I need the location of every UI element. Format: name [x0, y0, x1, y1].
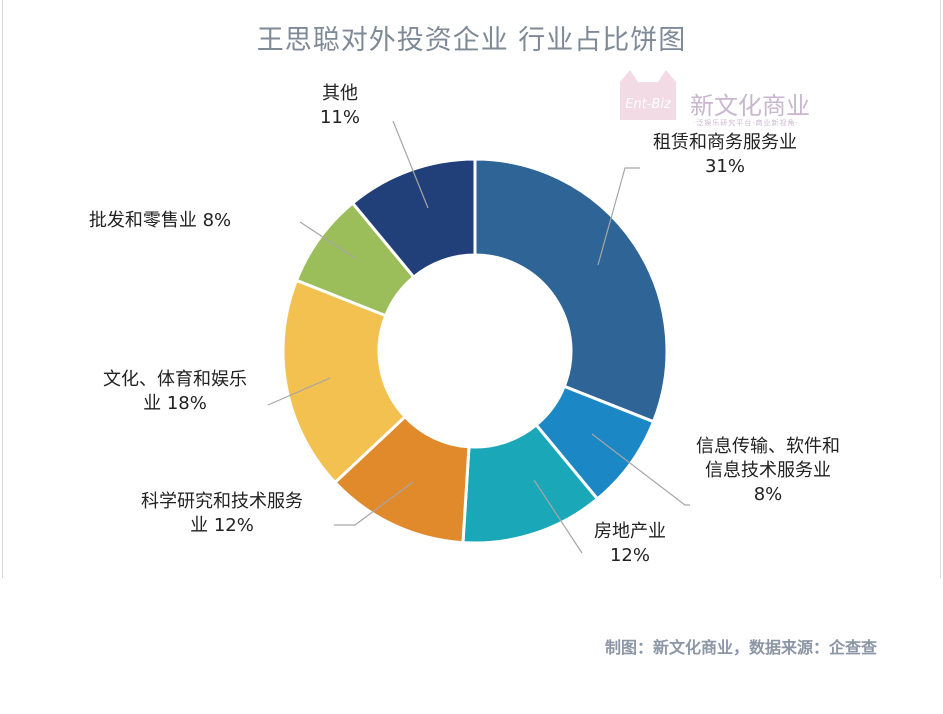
pie-slice — [350, 157, 477, 280]
leader-line — [267, 377, 331, 406]
data-label: 文化、体育和娱乐业 18% — [103, 369, 247, 414]
data-label: 科学研究和技术服务业 12% — [141, 491, 303, 536]
watermark-tagline: ·泛娱乐研究平台·商业新视角· — [693, 119, 799, 127]
watermark-logo: Ent-Biz — [620, 70, 676, 120]
leader-line — [299, 221, 356, 259]
data-label: 其他 11% — [320, 83, 360, 128]
data-label: 信息传输、软件和信息技术服务业 8% — [696, 436, 840, 505]
leader-line — [533, 479, 583, 554]
data-label: 租赁和商务服务业 31% — [653, 132, 797, 177]
source-footer: 制图：新文化商业，数据来源：企查查 — [604, 638, 877, 657]
leader-line — [392, 120, 429, 209]
data-label: 房地产业 12% — [594, 521, 666, 566]
watermark-badge-text: Ent-Biz — [625, 97, 672, 112]
leader-line — [597, 167, 640, 266]
pie-slice — [473, 157, 669, 424]
leader-line — [591, 433, 690, 506]
data-label: 批发和零售业 8% — [89, 210, 231, 231]
watermark-brand: 新文化商业 — [690, 92, 810, 120]
leader-line — [334, 481, 414, 526]
chart-title: 王思聪对外投资企业 行业占比饼图 — [256, 25, 687, 56]
pie-slice — [281, 278, 408, 485]
